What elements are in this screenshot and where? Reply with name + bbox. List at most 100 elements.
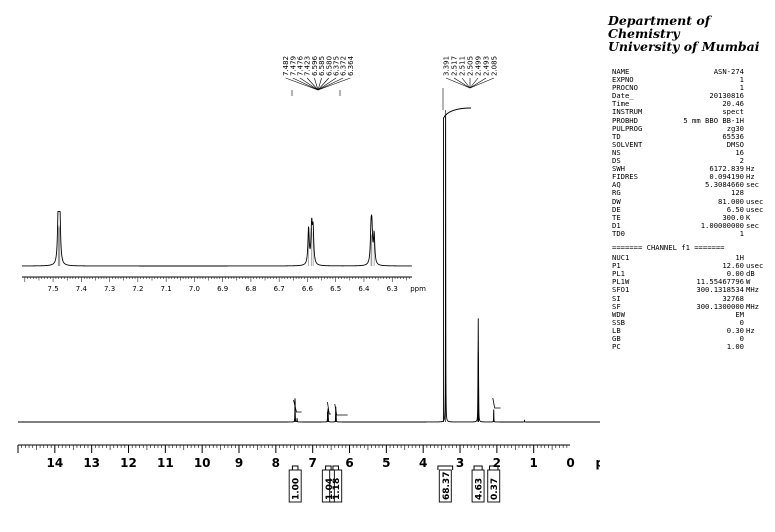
inset-x-tick-label: 7.0	[189, 285, 200, 293]
param-row-aq: AQ 5.3084660 sec	[612, 181, 764, 189]
param-value: 1H	[735, 254, 744, 263]
param-unit	[744, 108, 764, 116]
peak-label: 7.476	[297, 55, 305, 76]
param-unit: W	[746, 278, 751, 287]
param-unit: sec	[746, 221, 759, 230]
integral-bracket	[473, 465, 483, 470]
param-name: AQ	[612, 181, 621, 190]
param-row-ns: NS 16	[612, 149, 764, 157]
param-unit	[744, 133, 764, 141]
integral-box	[321, 469, 335, 503]
param-unit	[744, 68, 764, 76]
param-row-si: SI 32768	[612, 295, 764, 303]
main-x-tick-label: 8	[272, 456, 280, 470]
main-x-tick-label: 11	[157, 456, 174, 470]
peak-label: 6.364	[347, 55, 355, 76]
param-name: PULPROG	[612, 124, 643, 133]
param-row-pl1w: PL1W 11.55467796 W	[612, 278, 764, 286]
param-name: DW	[612, 197, 621, 206]
integral-value: 68.37	[442, 472, 452, 500]
param-name: SI	[612, 294, 621, 303]
param-unit: dB	[746, 270, 755, 279]
peak-label: 7.482	[282, 56, 290, 76]
param-unit	[744, 319, 764, 327]
param-name: TE	[612, 213, 621, 222]
param-row-ssb: SSB 0	[612, 319, 764, 327]
param-value: 300.1318534	[696, 286, 744, 295]
param-unit	[744, 311, 764, 319]
param-name: SOLVENT	[612, 140, 643, 149]
inset-x-tick-label: 7.4	[76, 285, 88, 293]
peak-label: 2.517	[451, 56, 459, 76]
param-value: 1.00	[726, 343, 744, 352]
integral-bracket	[488, 465, 499, 470]
param-row-ds: DS 2	[612, 157, 764, 165]
integral-curve	[334, 403, 348, 416]
parameter-table: NAME ASN-274 EXPNO 1 PROCNO 1 Date_ 20130816 Tim…	[612, 68, 764, 351]
param-value: 6172.839	[709, 165, 744, 174]
param-row-td: TD 65536	[612, 133, 764, 141]
main-x-tick-label: 10	[194, 456, 211, 470]
peak-label: 7.423	[304, 56, 312, 76]
param-row-pl1: PL1 0.00 dB	[612, 270, 764, 278]
param-row-gb: GB 0	[612, 335, 764, 343]
param-value: 1	[739, 84, 744, 93]
param-value: 32768	[722, 294, 744, 303]
param-value: 11.55467796	[696, 278, 744, 287]
param-unit	[744, 189, 764, 197]
peak-label: 2.499	[475, 56, 483, 76]
main-x-tick-label: 14	[46, 456, 63, 470]
param-value: 300.0	[722, 213, 744, 222]
param-value: 1	[739, 76, 744, 85]
param-value: 20.46	[722, 100, 744, 109]
param-value: 12.60	[722, 262, 744, 271]
peak-label-leader	[317, 77, 344, 91]
param-value: spect	[722, 108, 744, 117]
peak-label: 6.585	[318, 56, 326, 76]
param-row-sf: SF 300.1300000 MHz	[612, 303, 764, 311]
param-name: TD	[612, 132, 621, 141]
param-row-dw: DW 81.000 usec	[612, 198, 764, 206]
param-unit	[744, 343, 764, 351]
main-x-tick-label: 6	[345, 456, 353, 470]
peak-label-leader	[306, 77, 319, 91]
integral-box	[288, 469, 302, 503]
param-row-time: Time 20.46	[612, 100, 764, 108]
university-name: University of Mumbai	[608, 39, 760, 54]
param-name: D1	[612, 221, 621, 230]
param-unit: Hz	[746, 173, 755, 182]
param-value: 1	[739, 229, 744, 238]
integral-bracket	[291, 465, 299, 470]
param-unit	[744, 149, 764, 157]
param-row-d1: D1 1.00000000 sec	[612, 222, 764, 230]
peak-label: 6.580	[325, 56, 333, 76]
param-unit	[744, 84, 764, 92]
param-row-expno: EXPNO 1	[612, 76, 764, 84]
inset-x-tick-label: 7.3	[104, 285, 115, 293]
param-unit: sec	[746, 181, 759, 190]
main-x-tick-label: 12	[120, 456, 137, 470]
param-row-wdw: WDW EM	[612, 311, 764, 319]
peak-label-leader	[469, 77, 487, 89]
param-value: 65536	[722, 132, 744, 141]
param-row-pc: PC 1.00	[612, 343, 764, 351]
param-name: FIDRES	[612, 173, 638, 182]
param-name: SWH	[612, 165, 625, 174]
param-value: 2	[739, 157, 744, 166]
inset-x-tick-label: 6.6	[302, 285, 314, 293]
param-unit: usec	[746, 205, 764, 214]
peak-label-leader	[299, 77, 319, 91]
param-row-te: TE 300.0 K	[612, 214, 764, 222]
peak-label: 6.372	[340, 56, 348, 76]
institution-header: Department of Chemistry University of Mu…	[608, 14, 775, 53]
inset-x-tick-label: 7.2	[132, 285, 143, 293]
integral-box	[329, 469, 343, 503]
param-value: 0	[739, 335, 744, 343]
param-unit: MHz	[746, 302, 759, 311]
param-name: NAME	[612, 68, 630, 76]
param-row-sfo1: SFO1 300.1318534 MHz	[612, 286, 764, 294]
main-x-tick-label: 1	[530, 456, 538, 470]
peak-label-leader	[469, 77, 495, 89]
param-value: 0.30	[726, 326, 744, 335]
integral-value: 0.37	[490, 478, 500, 500]
